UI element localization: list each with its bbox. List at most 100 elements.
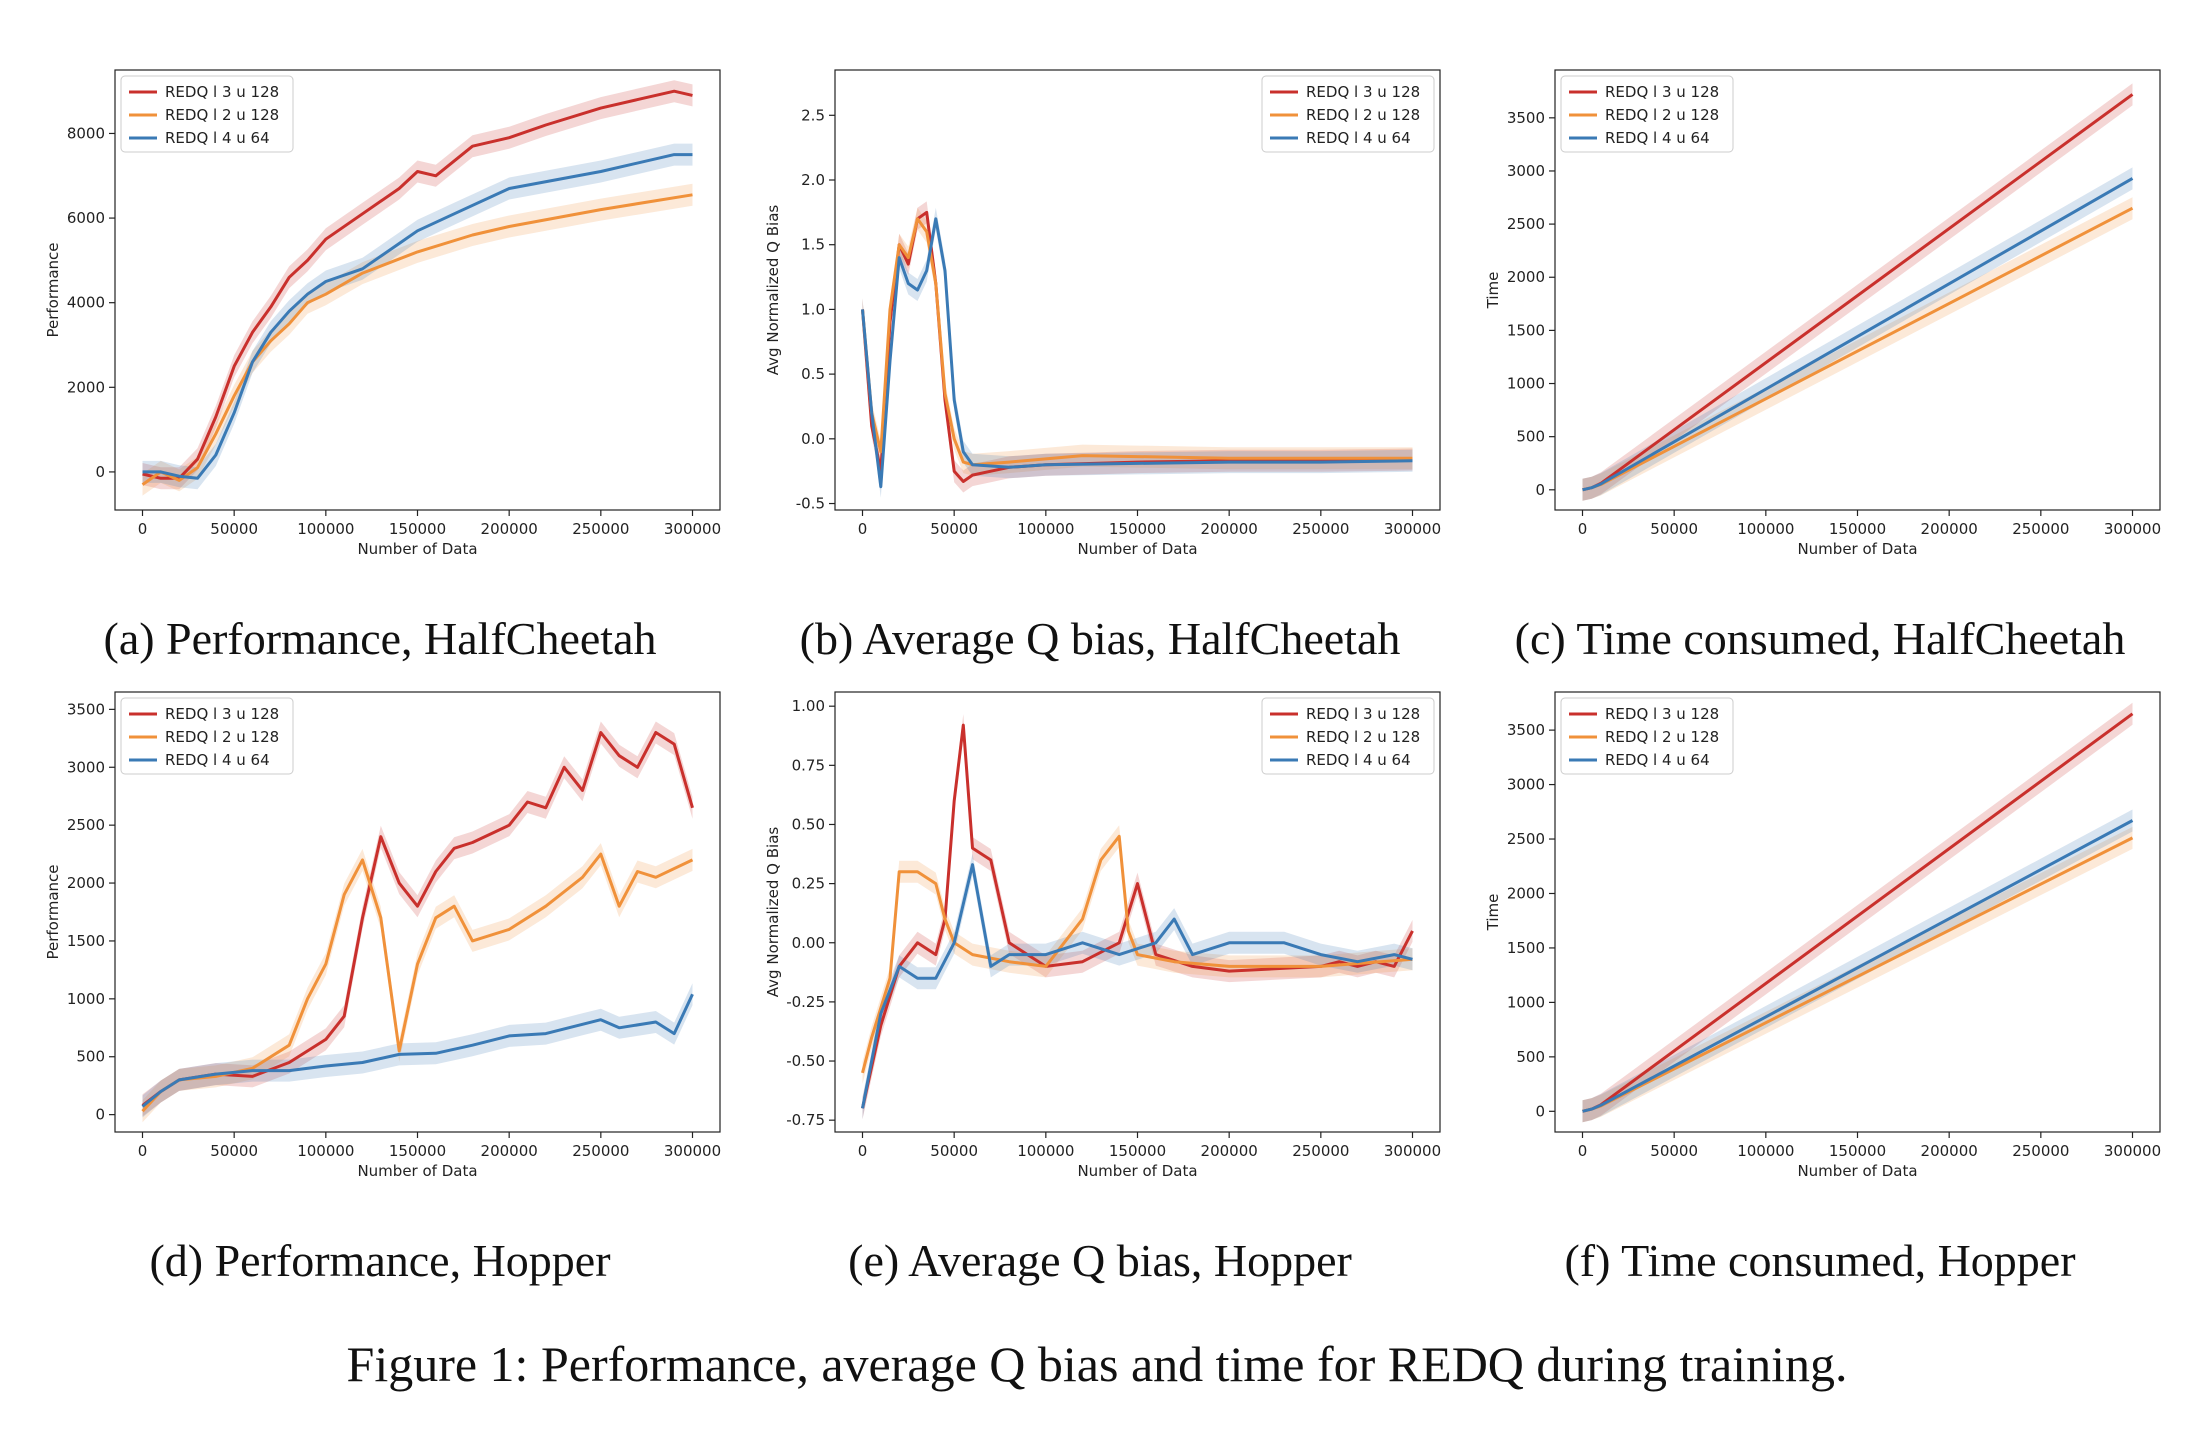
- chart-b-svg: 0 50000 100000 150000 200000 250000 300000 -0.5…: [764, 69, 1441, 558]
- chart-f-ytick-label-5: 2500: [1507, 830, 1545, 848]
- chart-d-svg: 0 50000 100000 150000 200000 250000 300000 0 500…: [44, 691, 721, 1180]
- chart-panel-e: 0 50000 100000 150000 200000 250000 300000 -0.7…: [750, 672, 1450, 1212]
- chart-f-ytick-label-4: 2000: [1507, 884, 1545, 902]
- chart-c-ytick-label-0: 0: [1535, 481, 1545, 499]
- chart-e-svg: 0 50000 100000 150000 200000 250000 300000 -0.7…: [764, 691, 1441, 1180]
- chart-b-xtick-label-0: 0: [858, 520, 868, 538]
- chart-f-series-2-band: [1582, 809, 2133, 1123]
- chart-f-xtick-label-5: 250000: [2012, 1142, 2069, 1160]
- chart-e-xtick-label-2: 100000: [1017, 1142, 1074, 1160]
- chart-f-series-group: [1582, 702, 2134, 1123]
- chart-a-ytick-label-2: 4000: [67, 294, 105, 312]
- chart-b-xtick-label-1: 50000: [930, 520, 978, 538]
- chart-d-ytick-label-2: 1000: [67, 990, 105, 1008]
- chart-b-ytick-label-6: 2.5: [801, 106, 825, 124]
- chart-a-xtick-label-2: 100000: [297, 520, 354, 538]
- chart-f-legend-label-2: REDQ l 4 u 64: [1605, 751, 1710, 769]
- chart-c-ytick-label-6: 3000: [1507, 162, 1545, 180]
- chart-e-ytick-label-0: -0.75: [786, 1111, 825, 1129]
- chart-a-xtick-label-4: 200000: [481, 520, 538, 538]
- chart-e-legend-label-1: REDQ l 2 u 128: [1306, 728, 1420, 746]
- chart-c-ytick-label-3: 1500: [1507, 321, 1545, 339]
- chart-c-series-group: [1582, 83, 2134, 501]
- chart-d-series-group: [141, 721, 694, 1123]
- chart-e-ytick-label-2: -0.25: [786, 993, 825, 1011]
- chart-b-series-2-band: [862, 207, 1413, 498]
- chart-e-xlabel: Number of Data: [1077, 1162, 1197, 1180]
- chart-c-ytick-label-1: 500: [1516, 428, 1545, 446]
- chart-c-svg: 0 50000 100000 150000 200000 250000 300000 0 500…: [1484, 69, 2161, 558]
- chart-b-ytick-label-2: 0.5: [801, 365, 825, 383]
- caption-b: (b) Average Q bias, HalfCheetah: [799, 613, 1401, 664]
- chart-f-xtick-label-1: 50000: [1650, 1142, 1698, 1160]
- chart-f-legend: REDQ l 3 u 128 REDQ l 2 u 128 REDQ l 4 u 6…: [1560, 697, 1734, 775]
- chart-d-xtick-label-5: 250000: [572, 1142, 629, 1160]
- chart-c-xtick-label-1: 50000: [1650, 520, 1698, 538]
- chart-f-ytick-label-6: 3000: [1507, 776, 1545, 794]
- chart-b-series-1-line: [861, 217, 1413, 467]
- chart-c-series-2-band: [1582, 167, 2133, 501]
- chart-f-legend-label-1: REDQ l 2 u 128: [1605, 728, 1719, 746]
- chart-b-ytick-label-0: -0.5: [796, 495, 825, 513]
- chart-c-series-2-line: [1582, 177, 2134, 492]
- chart-e-xtick-label-3: 150000: [1109, 1142, 1166, 1160]
- chart-d-legend: REDQ l 3 u 128 REDQ l 2 u 128 REDQ l 4 u 6…: [120, 697, 294, 775]
- chart-c-xtick-label-6: 300000: [2104, 520, 2161, 538]
- chart-f-xtick-label-4: 200000: [1921, 1142, 1978, 1160]
- chart-c-xtick-label-3: 150000: [1829, 520, 1886, 538]
- chart-e-xtick-label-4: 200000: [1201, 1142, 1258, 1160]
- chart-b-legend-box: [1261, 75, 1435, 153]
- chart-a-series-2-line: [142, 153, 693, 480]
- chart-d-legend-label-0: REDQ l 3 u 128: [165, 705, 279, 723]
- caption-c: (c) Time consumed, HalfCheetah: [1514, 613, 2126, 664]
- chart-b-series-1-band: [862, 207, 1413, 476]
- chart-a-ytick-label-4: 8000: [67, 124, 105, 142]
- chart-b-ytick-label-5: 2.0: [801, 171, 825, 189]
- chart-c-ytick-label-2: 1000: [1507, 375, 1545, 393]
- chart-panel-d: 0 50000 100000 150000 200000 250000 300000 0 500…: [30, 672, 730, 1212]
- chart-e-ytick-label-3: 0.00: [792, 934, 825, 952]
- chart-e-xtick-label-5: 250000: [1292, 1142, 1349, 1160]
- chart-a-legend: REDQ l 3 u 128 REDQ l 2 u 128 REDQ l 4 u 6…: [120, 75, 294, 153]
- chart-c-ylabel: Time: [1484, 272, 1502, 310]
- chart-d-legend-label-1: REDQ l 2 u 128: [165, 728, 279, 746]
- chart-e-legend-box: [1261, 697, 1435, 775]
- chart-f-legend-label-0: REDQ l 3 u 128: [1605, 705, 1719, 723]
- chart-b-xtick-label-3: 150000: [1109, 520, 1166, 538]
- chart-a-ytick-label-0: 0: [95, 463, 105, 481]
- chart-b-ytick-label-3: 1.0: [801, 300, 825, 318]
- chart-c-legend-label-1: REDQ l 2 u 128: [1605, 106, 1719, 124]
- chart-b-xtick-label-2: 100000: [1017, 520, 1074, 538]
- chart-b-series-2-line: [861, 217, 1413, 489]
- chart-a-xtick-label-3: 150000: [389, 520, 446, 538]
- chart-f-xtick-label-0: 0: [1578, 1142, 1588, 1160]
- chart-b-xtick-label-6: 300000: [1384, 520, 1441, 538]
- chart-d-ytick-label-0: 0: [95, 1106, 105, 1124]
- chart-a-legend-label-2: REDQ l 4 u 64: [165, 129, 270, 147]
- chart-a-series-0-line: [142, 89, 693, 480]
- chart-b-xlabel: Number of Data: [1077, 540, 1197, 558]
- caption-e: (e) Average Q bias, Hopper: [848, 1235, 1352, 1286]
- figure-caption: Figure 1: Performance, average Q bias an…: [346, 1336, 1848, 1392]
- chart-d-legend-box: [120, 697, 294, 775]
- caption-d: (d) Performance, Hopper: [149, 1235, 611, 1286]
- chart-a-svg: 0 50000 100000 150000 200000 250000 300000 0 200…: [44, 69, 721, 558]
- chart-f-xtick-label-3: 150000: [1829, 1142, 1886, 1160]
- chart-c-xtick-label-2: 100000: [1737, 520, 1794, 538]
- chart-e-ytick-label-1: -0.50: [786, 1052, 825, 1070]
- chart-d-series-2-band: [142, 983, 693, 1118]
- chart-e-ytick-label-7: 1.00: [792, 697, 825, 715]
- chart-c-ytick-label-4: 2000: [1507, 268, 1545, 286]
- chart-f-xtick-label-2: 100000: [1737, 1142, 1794, 1160]
- chart-b-legend-label-1: REDQ l 2 u 128: [1306, 106, 1420, 124]
- chart-b-ylabel: Avg Normalized Q Bias: [764, 205, 782, 376]
- chart-a-series-1-band: [142, 183, 693, 496]
- chart-f-series-1-band: [1582, 826, 2133, 1123]
- chart-d-ytick-label-3: 1500: [67, 932, 105, 950]
- chart-d-legend-label-2: REDQ l 4 u 64: [165, 751, 270, 769]
- chart-a-series-group: [141, 80, 693, 496]
- chart-d-ytick-label-5: 2500: [67, 816, 105, 834]
- chart-d-series-2-line: [141, 993, 694, 1108]
- chart-b-legend-label-0: REDQ l 3 u 128: [1306, 83, 1420, 101]
- chart-e-ytick-label-5: 0.50: [792, 815, 825, 833]
